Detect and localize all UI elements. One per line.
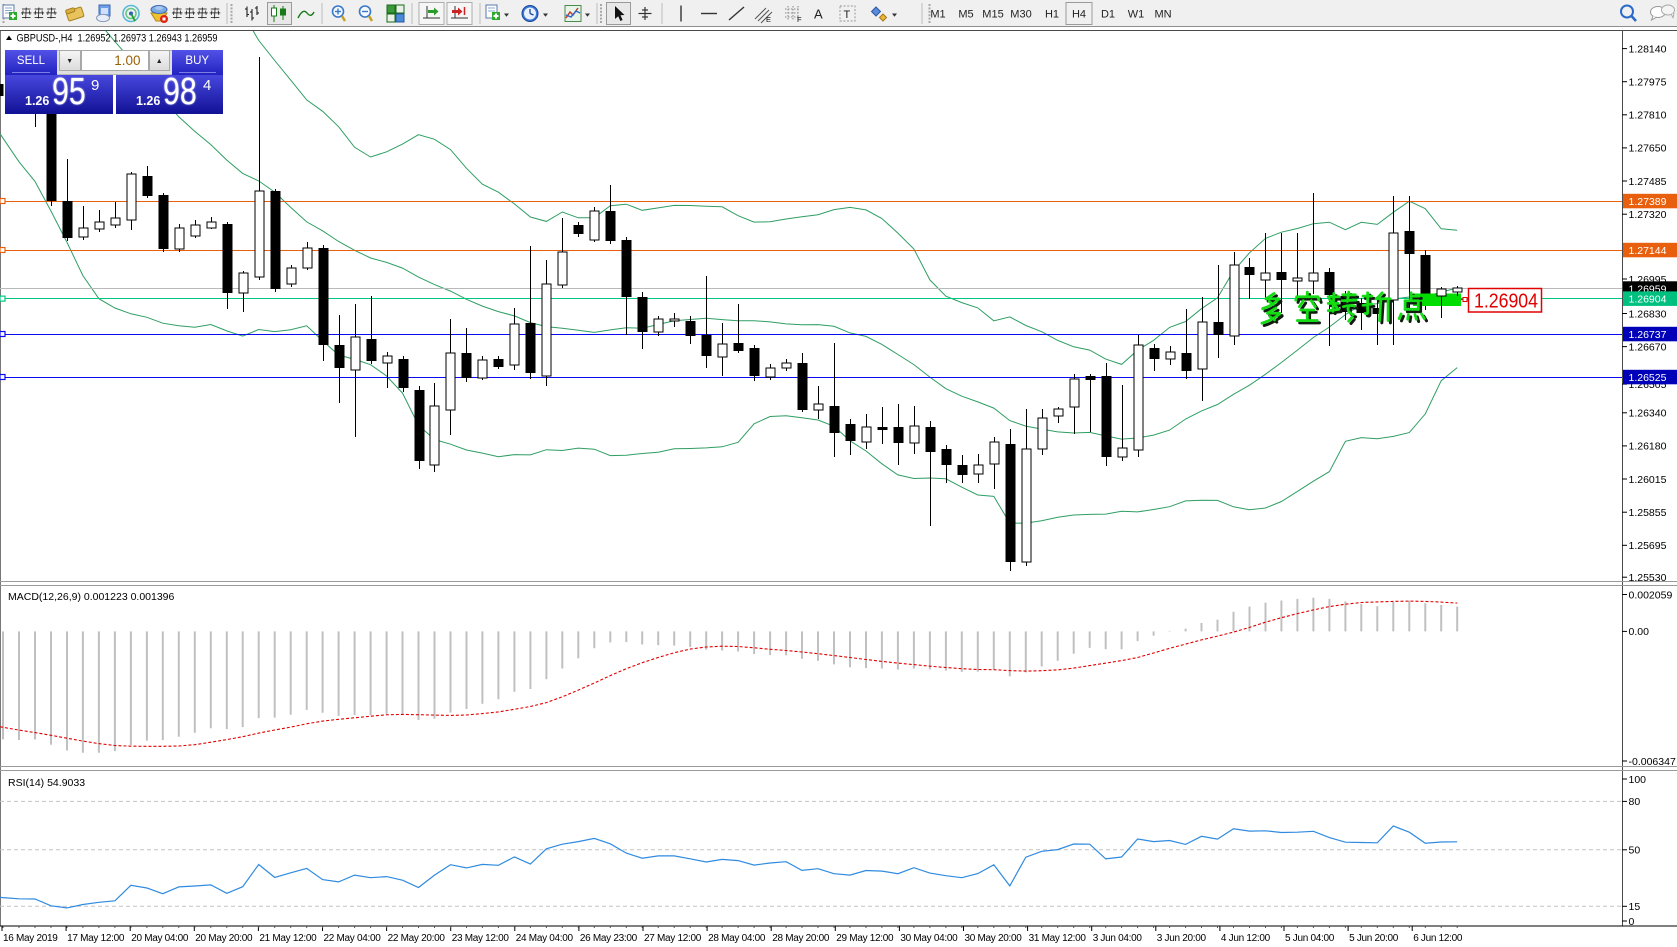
svg-text:M30: M30 [1010,9,1031,21]
svg-text:28 May 04:00: 28 May 04:00 [708,933,766,944]
svg-text:1.26180: 1.26180 [1629,441,1667,453]
svg-text:15: 15 [1629,901,1641,913]
svg-text:1.28140: 1.28140 [1629,43,1667,55]
svg-text:6 Jun 12:00: 6 Jun 12:00 [1413,933,1463,944]
svg-text:-0.006347: -0.006347 [1629,756,1676,768]
svg-text:3 Jun 04:00: 3 Jun 04:00 [1093,933,1143,944]
svg-text:24 May 04:00: 24 May 04:00 [516,933,574,944]
svg-text:1.27650: 1.27650 [1629,143,1667,155]
svg-text:A: A [814,7,823,22]
svg-text:T: T [844,9,851,21]
svg-text:H1: H1 [1045,9,1059,21]
svg-text:20 May 20:00: 20 May 20:00 [195,933,253,944]
svg-text:0: 0 [1629,916,1635,928]
svg-text:16 May 2019: 16 May 2019 [3,933,58,944]
svg-text:27 May 12:00: 27 May 12:00 [644,933,702,944]
svg-text:21 May 12:00: 21 May 12:00 [259,933,317,944]
svg-text:1.25530: 1.25530 [1629,572,1667,584]
svg-text:31 May 12:00: 31 May 12:00 [1029,933,1087,944]
svg-text:1.26737: 1.26737 [1629,329,1667,341]
svg-text:1.25695: 1.25695 [1629,540,1667,552]
svg-text:5 Jun 04:00: 5 Jun 04:00 [1285,933,1335,944]
svg-text:22 May 20:00: 22 May 20:00 [388,933,446,944]
svg-text:H4: H4 [1072,9,1086,21]
svg-text:MN: MN [1154,9,1171,21]
svg-text:1.26525: 1.26525 [1629,372,1667,384]
svg-text:W1: W1 [1128,9,1145,21]
svg-text:GBPUSD-,H4 1.26952 1.26973 1.: GBPUSD-,H4 1.26952 1.26973 1.26943 1.269… [17,33,218,45]
svg-text:M15: M15 [982,9,1003,21]
svg-text:1.26015: 1.26015 [1629,474,1667,486]
svg-text:1.26670: 1.26670 [1629,341,1667,353]
svg-text:1.27810: 1.27810 [1629,110,1667,122]
svg-text:28 May 20:00: 28 May 20:00 [772,933,830,944]
svg-text:F: F [797,15,802,24]
svg-text:RSI(14) 54.9033: RSI(14) 54.9033 [8,777,85,789]
svg-text:1.26904: 1.26904 [1629,293,1667,305]
svg-text:30 May 20:00: 30 May 20:00 [965,933,1023,944]
svg-text:D1: D1 [1101,9,1115,21]
svg-text:1.26830: 1.26830 [1629,308,1667,320]
svg-text:1.27320: 1.27320 [1629,209,1667,221]
svg-text:0.00: 0.00 [1629,626,1650,638]
svg-text:3 Jun 20:00: 3 Jun 20:00 [1157,933,1207,944]
svg-text:22 May 04:00: 22 May 04:00 [324,933,382,944]
svg-text:26 May 23:00: 26 May 23:00 [580,933,638,944]
svg-text:1.25855: 1.25855 [1629,507,1667,519]
svg-text:M1: M1 [930,9,945,21]
svg-text:4 Jun 12:00: 4 Jun 12:00 [1221,933,1271,944]
svg-text:100: 100 [1629,774,1647,786]
svg-text:50: 50 [1629,845,1641,857]
svg-text:MACD(12,26,9) 0.001223 0.00139: MACD(12,26,9) 0.001223 0.001396 [8,591,175,603]
svg-text:1.26340: 1.26340 [1629,408,1667,420]
svg-text:30 May 04:00: 30 May 04:00 [900,933,958,944]
svg-text:1.27144: 1.27144 [1629,245,1667,257]
svg-text:1.27975: 1.27975 [1629,77,1667,89]
svg-text:1.27485: 1.27485 [1629,176,1667,188]
svg-text:5 Jun 20:00: 5 Jun 20:00 [1349,933,1399,944]
svg-text:80: 80 [1629,796,1641,808]
svg-text:M5: M5 [958,9,973,21]
svg-text:29 May 12:00: 29 May 12:00 [836,933,894,944]
svg-text:17 May 12:00: 17 May 12:00 [67,933,125,944]
svg-text:1.26904: 1.26904 [1474,290,1538,313]
svg-text:E: E [766,15,771,24]
svg-text:0.002059: 0.002059 [1629,589,1673,601]
svg-text:1.27389: 1.27389 [1629,196,1667,208]
svg-text:20 May 04:00: 20 May 04:00 [131,933,189,944]
svg-text:23 May 12:00: 23 May 12:00 [452,933,510,944]
